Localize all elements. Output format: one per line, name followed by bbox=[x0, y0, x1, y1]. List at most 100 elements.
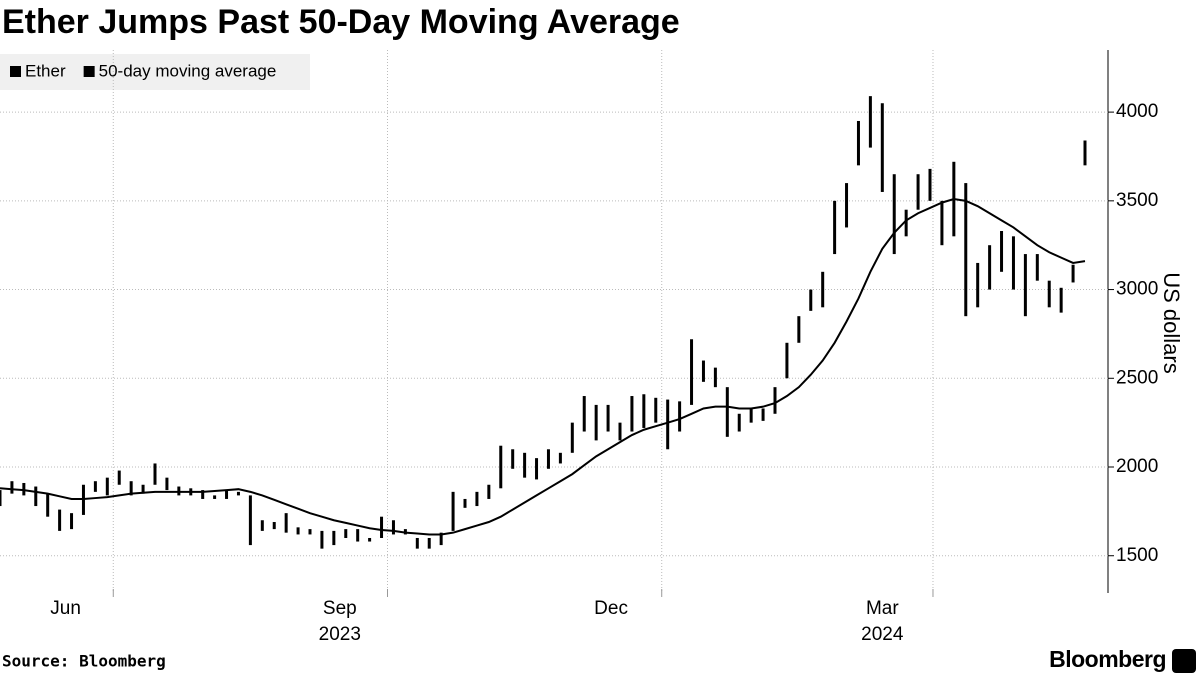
price-bar bbox=[1011, 236, 1015, 290]
price-bar bbox=[236, 491, 240, 496]
price-bar bbox=[904, 209, 908, 237]
price-bar bbox=[856, 120, 860, 166]
y-tick-label: 4000 bbox=[1116, 101, 1158, 122]
price-bar bbox=[272, 522, 276, 530]
price-bar bbox=[940, 200, 944, 246]
price-bar bbox=[821, 271, 825, 308]
price-bar bbox=[666, 399, 670, 450]
price-bar bbox=[93, 481, 97, 492]
price-bar bbox=[1023, 254, 1027, 317]
price-bar bbox=[0, 490, 2, 507]
price-bar bbox=[356, 529, 360, 542]
price-bar bbox=[809, 289, 813, 311]
price-bar bbox=[761, 408, 765, 421]
price-bar bbox=[439, 532, 443, 546]
price-bar bbox=[1035, 254, 1039, 281]
y-tick-label: 2000 bbox=[1116, 456, 1158, 477]
legend-box bbox=[0, 54, 310, 90]
price-bar bbox=[332, 530, 336, 546]
y-tick-label: 3000 bbox=[1116, 279, 1158, 300]
price-bar bbox=[225, 490, 229, 499]
price-bar bbox=[201, 490, 205, 499]
price-bar bbox=[260, 520, 264, 531]
price-bar bbox=[129, 481, 133, 496]
price-bar bbox=[976, 262, 980, 308]
price-bar bbox=[153, 463, 157, 485]
price-bar bbox=[701, 360, 705, 382]
price-bar bbox=[284, 513, 288, 533]
price-bar bbox=[1059, 287, 1063, 313]
price-bar bbox=[380, 516, 384, 538]
price-bar bbox=[368, 537, 372, 542]
price-bar bbox=[463, 498, 467, 508]
x-tick-label: Jun bbox=[50, 598, 81, 619]
price-bar bbox=[1083, 140, 1087, 166]
source: Source: Bloomberg bbox=[2, 652, 166, 671]
price-bar bbox=[391, 520, 395, 535]
price-bar bbox=[737, 413, 741, 432]
price-bar bbox=[749, 408, 753, 423]
price-bar bbox=[880, 103, 884, 192]
price-bar bbox=[487, 484, 491, 499]
price-bar bbox=[141, 484, 145, 494]
legend-swatch bbox=[10, 66, 21, 77]
price-bar bbox=[558, 452, 562, 464]
price-bar bbox=[606, 404, 610, 432]
y-axis-label: US dollars bbox=[1159, 272, 1184, 373]
x-tick-label: Mar bbox=[866, 598, 899, 619]
price-bar bbox=[725, 387, 729, 437]
price-bar bbox=[546, 449, 550, 469]
year-label: 2024 bbox=[861, 624, 904, 645]
y-tick-label: 2500 bbox=[1116, 367, 1158, 388]
price-bar bbox=[535, 458, 539, 480]
price-bar bbox=[988, 245, 992, 290]
price-bar bbox=[58, 509, 62, 531]
x-tick-label: Dec bbox=[594, 598, 628, 619]
price-bar bbox=[785, 342, 789, 379]
price-bar bbox=[10, 481, 14, 494]
brand-icon bbox=[1172, 649, 1196, 673]
price-bar bbox=[690, 339, 694, 405]
price-bar bbox=[1047, 280, 1051, 308]
price-bar bbox=[582, 396, 586, 432]
price-bar bbox=[475, 491, 479, 507]
price-bar bbox=[1000, 231, 1004, 272]
price-bar bbox=[415, 537, 419, 549]
price-bar bbox=[344, 529, 348, 538]
legend-label: 50-day moving average bbox=[99, 61, 277, 80]
price-bar bbox=[296, 527, 300, 535]
price-bar bbox=[523, 452, 527, 478]
price-bar bbox=[642, 394, 646, 428]
price-bar bbox=[797, 316, 801, 343]
price-bar bbox=[916, 174, 920, 210]
price-bar bbox=[34, 486, 38, 507]
price-bar bbox=[678, 401, 682, 432]
price-bar bbox=[892, 174, 896, 255]
price-bar bbox=[248, 495, 252, 546]
price-bar bbox=[654, 397, 658, 423]
price-bar bbox=[46, 493, 50, 517]
year-label: 2023 bbox=[319, 624, 361, 645]
price-bar bbox=[213, 495, 217, 499]
brand: Bloomberg bbox=[1049, 646, 1166, 672]
price-bar bbox=[320, 530, 324, 549]
price-bar bbox=[511, 449, 515, 469]
price-bar bbox=[713, 367, 717, 388]
price-bar bbox=[845, 183, 849, 228]
price-bar bbox=[105, 477, 109, 496]
moving-average-line bbox=[0, 198, 1086, 536]
price-bar bbox=[117, 470, 121, 485]
price-bar bbox=[451, 491, 455, 531]
price-bar bbox=[618, 422, 622, 441]
y-tick-label: 3500 bbox=[1116, 190, 1158, 211]
price-bar bbox=[308, 529, 312, 535]
price-bar bbox=[70, 513, 74, 530]
price-bar bbox=[868, 96, 872, 148]
price-bar bbox=[499, 445, 503, 489]
price-bar bbox=[833, 200, 837, 255]
x-tick-label: Sep bbox=[323, 598, 357, 619]
y-tick-label: 1500 bbox=[1116, 545, 1158, 566]
price-bar bbox=[570, 422, 574, 453]
price-bar bbox=[630, 396, 634, 432]
